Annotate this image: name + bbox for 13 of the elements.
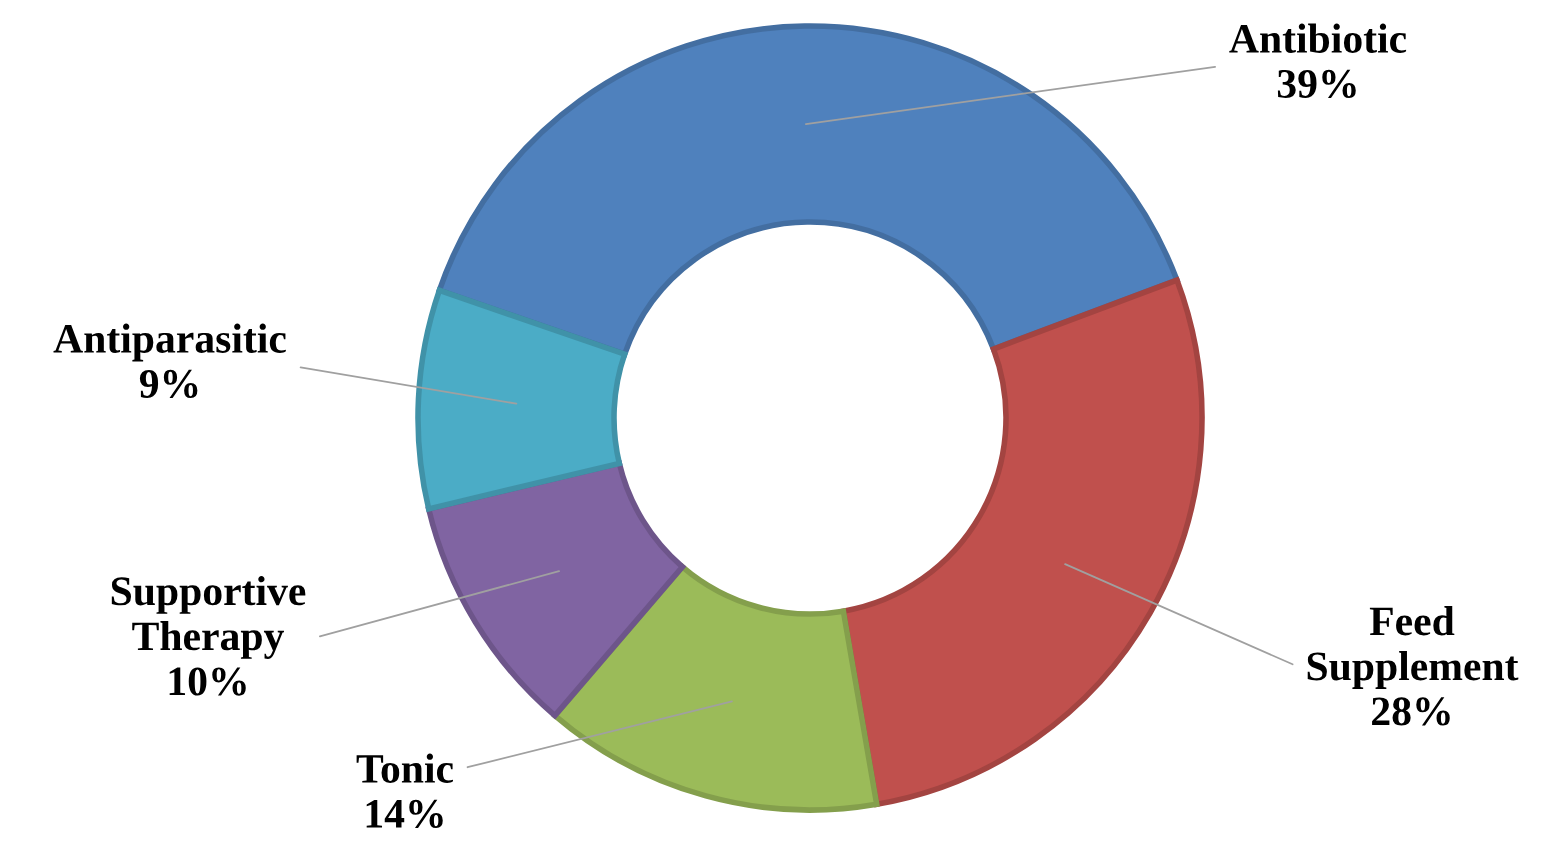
donut-slice bbox=[552, 564, 880, 813]
slice-label: Tonic bbox=[356, 753, 453, 783]
slice-label: Antiparasitic bbox=[53, 323, 286, 362]
donut-slice bbox=[436, 23, 1180, 357]
donut-slice bbox=[415, 287, 628, 512]
data-label: 28% bbox=[1372, 697, 1450, 726]
slice-label: Feed Supplement bbox=[1307, 606, 1519, 689]
data-label: 10% bbox=[169, 667, 246, 696]
data-label: 14% bbox=[366, 799, 443, 829]
data-label: 9% bbox=[139, 369, 198, 399]
slice-label: Supportive Therapy bbox=[111, 576, 306, 659]
slice-label: Antibiotic bbox=[1229, 23, 1407, 53]
data-label: 39% bbox=[1277, 69, 1356, 99]
